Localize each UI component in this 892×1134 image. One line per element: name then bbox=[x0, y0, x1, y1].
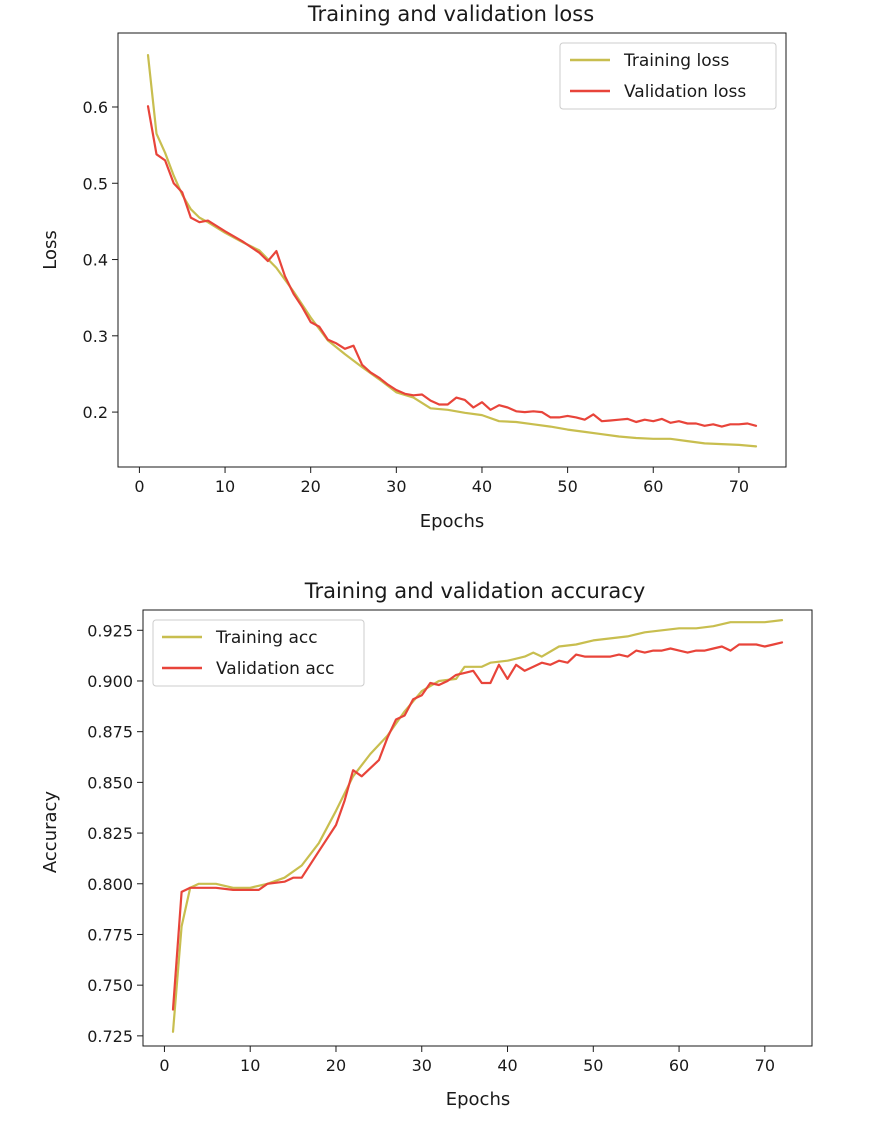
loss-legend: Training loss Validation loss bbox=[559, 42, 777, 110]
loss-x-tick-label: 0 bbox=[134, 477, 144, 496]
accuracy-x-tick-label: 40 bbox=[497, 1056, 517, 1075]
accuracy-x-tick-label: 50 bbox=[583, 1056, 603, 1075]
accuracy-y-tick-label: 0.800 bbox=[87, 875, 133, 894]
accuracy-x-tick-label: 0 bbox=[159, 1056, 169, 1075]
loss-x-tick-label: 40 bbox=[472, 477, 492, 496]
loss-y-tick-label: 0.5 bbox=[83, 174, 108, 193]
loss-legend-label-validation: Validation loss bbox=[624, 82, 746, 102]
loss-x-tick-label: 10 bbox=[215, 477, 235, 496]
accuracy-y-tick-label: 0.850 bbox=[87, 773, 133, 792]
accuracy-y-tick-label: 0.900 bbox=[87, 672, 133, 691]
accuracy-y-tick-label: 0.750 bbox=[87, 976, 133, 995]
loss-x-axis-ticks: 0 10 20 30 40 50 60 70 bbox=[134, 467, 749, 496]
accuracy-x-axis-label: Epochs bbox=[446, 1089, 511, 1110]
accuracy-x-tick-label: 70 bbox=[755, 1056, 775, 1075]
loss-chart-title: Training and validation loss bbox=[307, 2, 594, 26]
loss-y-tick-label: 0.3 bbox=[83, 327, 108, 346]
accuracy-y-tick-label: 0.925 bbox=[87, 621, 133, 640]
accuracy-y-axis-ticks: 0.725 0.750 0.775 0.800 0.825 0.850 0.875 0.900… bbox=[87, 621, 143, 1046]
accuracy-y-tick-label: 0.875 bbox=[87, 723, 133, 742]
accuracy-x-tick-label: 20 bbox=[326, 1056, 346, 1075]
accuracy-chart-title: Training and validation accuracy bbox=[304, 579, 646, 603]
accuracy-plot-frame bbox=[142, 609, 813, 1047]
loss-x-tick-label: 60 bbox=[643, 477, 663, 496]
accuracy-x-tick-label: 10 bbox=[240, 1056, 260, 1075]
accuracy-legend: Training acc Validation acc bbox=[152, 619, 365, 687]
accuracy-legend-label-validation: Validation acc bbox=[216, 659, 334, 679]
accuracy-x-tick-label: 60 bbox=[669, 1056, 689, 1075]
loss-y-axis-ticks: 0.2 0.3 0.4 0.5 0.6 bbox=[83, 98, 118, 422]
accuracy-y-axis-label: Accuracy bbox=[40, 791, 61, 874]
loss-plot-frame bbox=[117, 32, 787, 468]
accuracy-chart: Training and validation accuracy 0 10 20 30… bbox=[40, 579, 813, 1110]
loss-legend-label-training: Training loss bbox=[623, 51, 729, 71]
loss-series-training-line bbox=[146, 53, 758, 448]
accuracy-series-training-line bbox=[171, 618, 784, 1033]
loss-x-tick-label: 20 bbox=[301, 477, 321, 496]
loss-x-axis-label: Epochs bbox=[420, 511, 485, 532]
loss-y-tick-label: 0.6 bbox=[83, 98, 108, 117]
loss-legend-box bbox=[559, 42, 777, 110]
loss-y-tick-label: 0.4 bbox=[83, 251, 108, 270]
loss-y-tick-label: 0.2 bbox=[83, 403, 108, 422]
loss-series-lines bbox=[146, 53, 758, 448]
accuracy-x-axis-ticks: 0 10 20 30 40 50 60 70 bbox=[159, 1046, 775, 1075]
accuracy-x-tick-label: 30 bbox=[412, 1056, 432, 1075]
loss-y-axis-label: Loss bbox=[40, 230, 61, 269]
accuracy-legend-label-training: Training acc bbox=[215, 628, 318, 648]
accuracy-y-tick-label: 0.825 bbox=[87, 824, 133, 843]
loss-series-validation-line bbox=[146, 105, 758, 428]
accuracy-series-validation-line bbox=[171, 641, 784, 1011]
accuracy-y-tick-label: 0.775 bbox=[87, 925, 133, 944]
accuracy-series-lines bbox=[171, 618, 784, 1033]
loss-x-tick-label: 70 bbox=[729, 477, 749, 496]
loss-x-tick-label: 50 bbox=[557, 477, 577, 496]
loss-x-tick-label: 30 bbox=[386, 477, 406, 496]
accuracy-y-tick-label: 0.725 bbox=[87, 1027, 133, 1046]
loss-chart: Training and validation loss 0 10 20 30 40 50… bbox=[40, 2, 787, 532]
accuracy-legend-box bbox=[152, 619, 365, 687]
